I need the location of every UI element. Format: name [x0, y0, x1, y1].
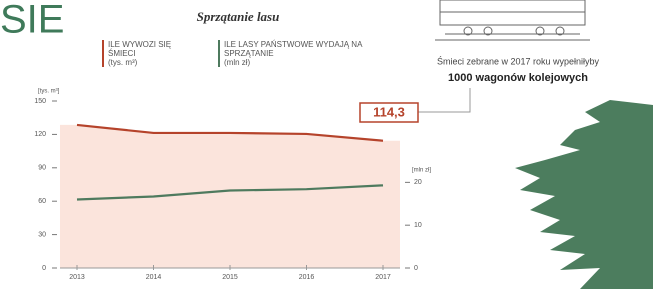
legend-label: ILE LASY PAŃSTWOWE WYDAJĄ NA SPRZĄTANIE	[224, 40, 364, 58]
page-title: SIE	[0, 0, 64, 42]
legend-label: ILE WYWOZI SIĘ ŚMIECI	[108, 40, 198, 58]
train-decor	[435, 0, 590, 40]
y2-tick-label: 10	[414, 222, 422, 229]
annotation-highlight: 1000 wagonów kolejowych	[448, 72, 588, 84]
value-label: 114,3	[373, 104, 405, 119]
y-tick-label: 120	[34, 131, 46, 138]
y-tick-label: 90	[38, 165, 46, 172]
x-tick-label: 2013	[69, 274, 85, 281]
annotation: Śmieci zebrane w 2017 roku wypełniłyby	[437, 55, 600, 66]
callout-line	[418, 88, 470, 112]
y2-axis-label: [mln zł]	[412, 168, 431, 174]
x-tick-label: 2015	[222, 274, 238, 281]
y2-tick-label: 0	[414, 265, 418, 272]
y-tick-label: 0	[42, 265, 46, 272]
area	[60, 125, 400, 268]
legend-unit: (tys. m³)	[108, 58, 218, 67]
y-tick-label: 60	[38, 198, 46, 205]
y-tick-label: 150	[34, 98, 46, 105]
tree-decor	[515, 100, 653, 289]
x-tick-label: 2014	[146, 274, 162, 281]
legend-item: ILE WYWOZI SIĘ ŚMIECI (tys. m³)	[102, 40, 218, 67]
x-tick-label: 2017	[375, 274, 391, 281]
x-tick-label: 2016	[299, 274, 315, 281]
chart-title: Sprzątanie lasu	[197, 9, 280, 24]
legend-unit: (mln zł)	[224, 58, 364, 67]
y-tick-label: 30	[38, 231, 46, 238]
legend-item: ILE LASY PAŃSTWOWE WYDAJĄ NA SPRZĄTANIE …	[218, 40, 364, 67]
page: {"chart_data": {"type": "line", "page_ti…	[0, 0, 653, 289]
y-axis-label: [tys. m³]	[38, 89, 60, 95]
y2-tick-label: 20	[414, 179, 422, 186]
